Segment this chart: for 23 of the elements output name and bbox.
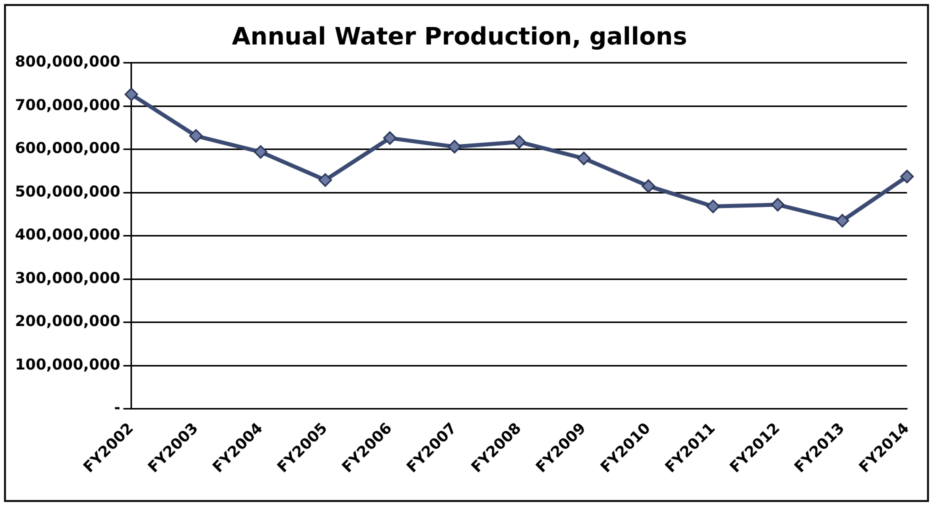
point — [900, 170, 914, 184]
point — [254, 145, 268, 159]
y-tick-label: 700,000,000 — [14, 96, 120, 114]
point — [318, 173, 332, 187]
y-tick-label: 400,000,000 — [14, 226, 120, 244]
point — [189, 129, 203, 143]
point — [770, 198, 784, 212]
y-tick-label: 800,000,000 — [14, 52, 120, 71]
point — [124, 88, 138, 102]
point — [448, 140, 462, 154]
y-tick-label: 300,000,000 — [14, 268, 120, 287]
point — [706, 200, 720, 214]
y-tick-label: 500,000,000 — [14, 182, 120, 200]
point — [383, 131, 397, 145]
point — [836, 214, 850, 228]
y-tick-label: 600,000,000 — [14, 139, 120, 158]
y-tick-label: - — [114, 398, 120, 417]
chart-title: Annual Water Production, gallons — [232, 22, 688, 51]
y-tick-label: 200,000,000 — [14, 312, 120, 330]
point — [512, 135, 526, 149]
point — [577, 152, 591, 166]
y-tick-label: 100,000,000 — [14, 355, 120, 374]
point — [642, 179, 656, 193]
